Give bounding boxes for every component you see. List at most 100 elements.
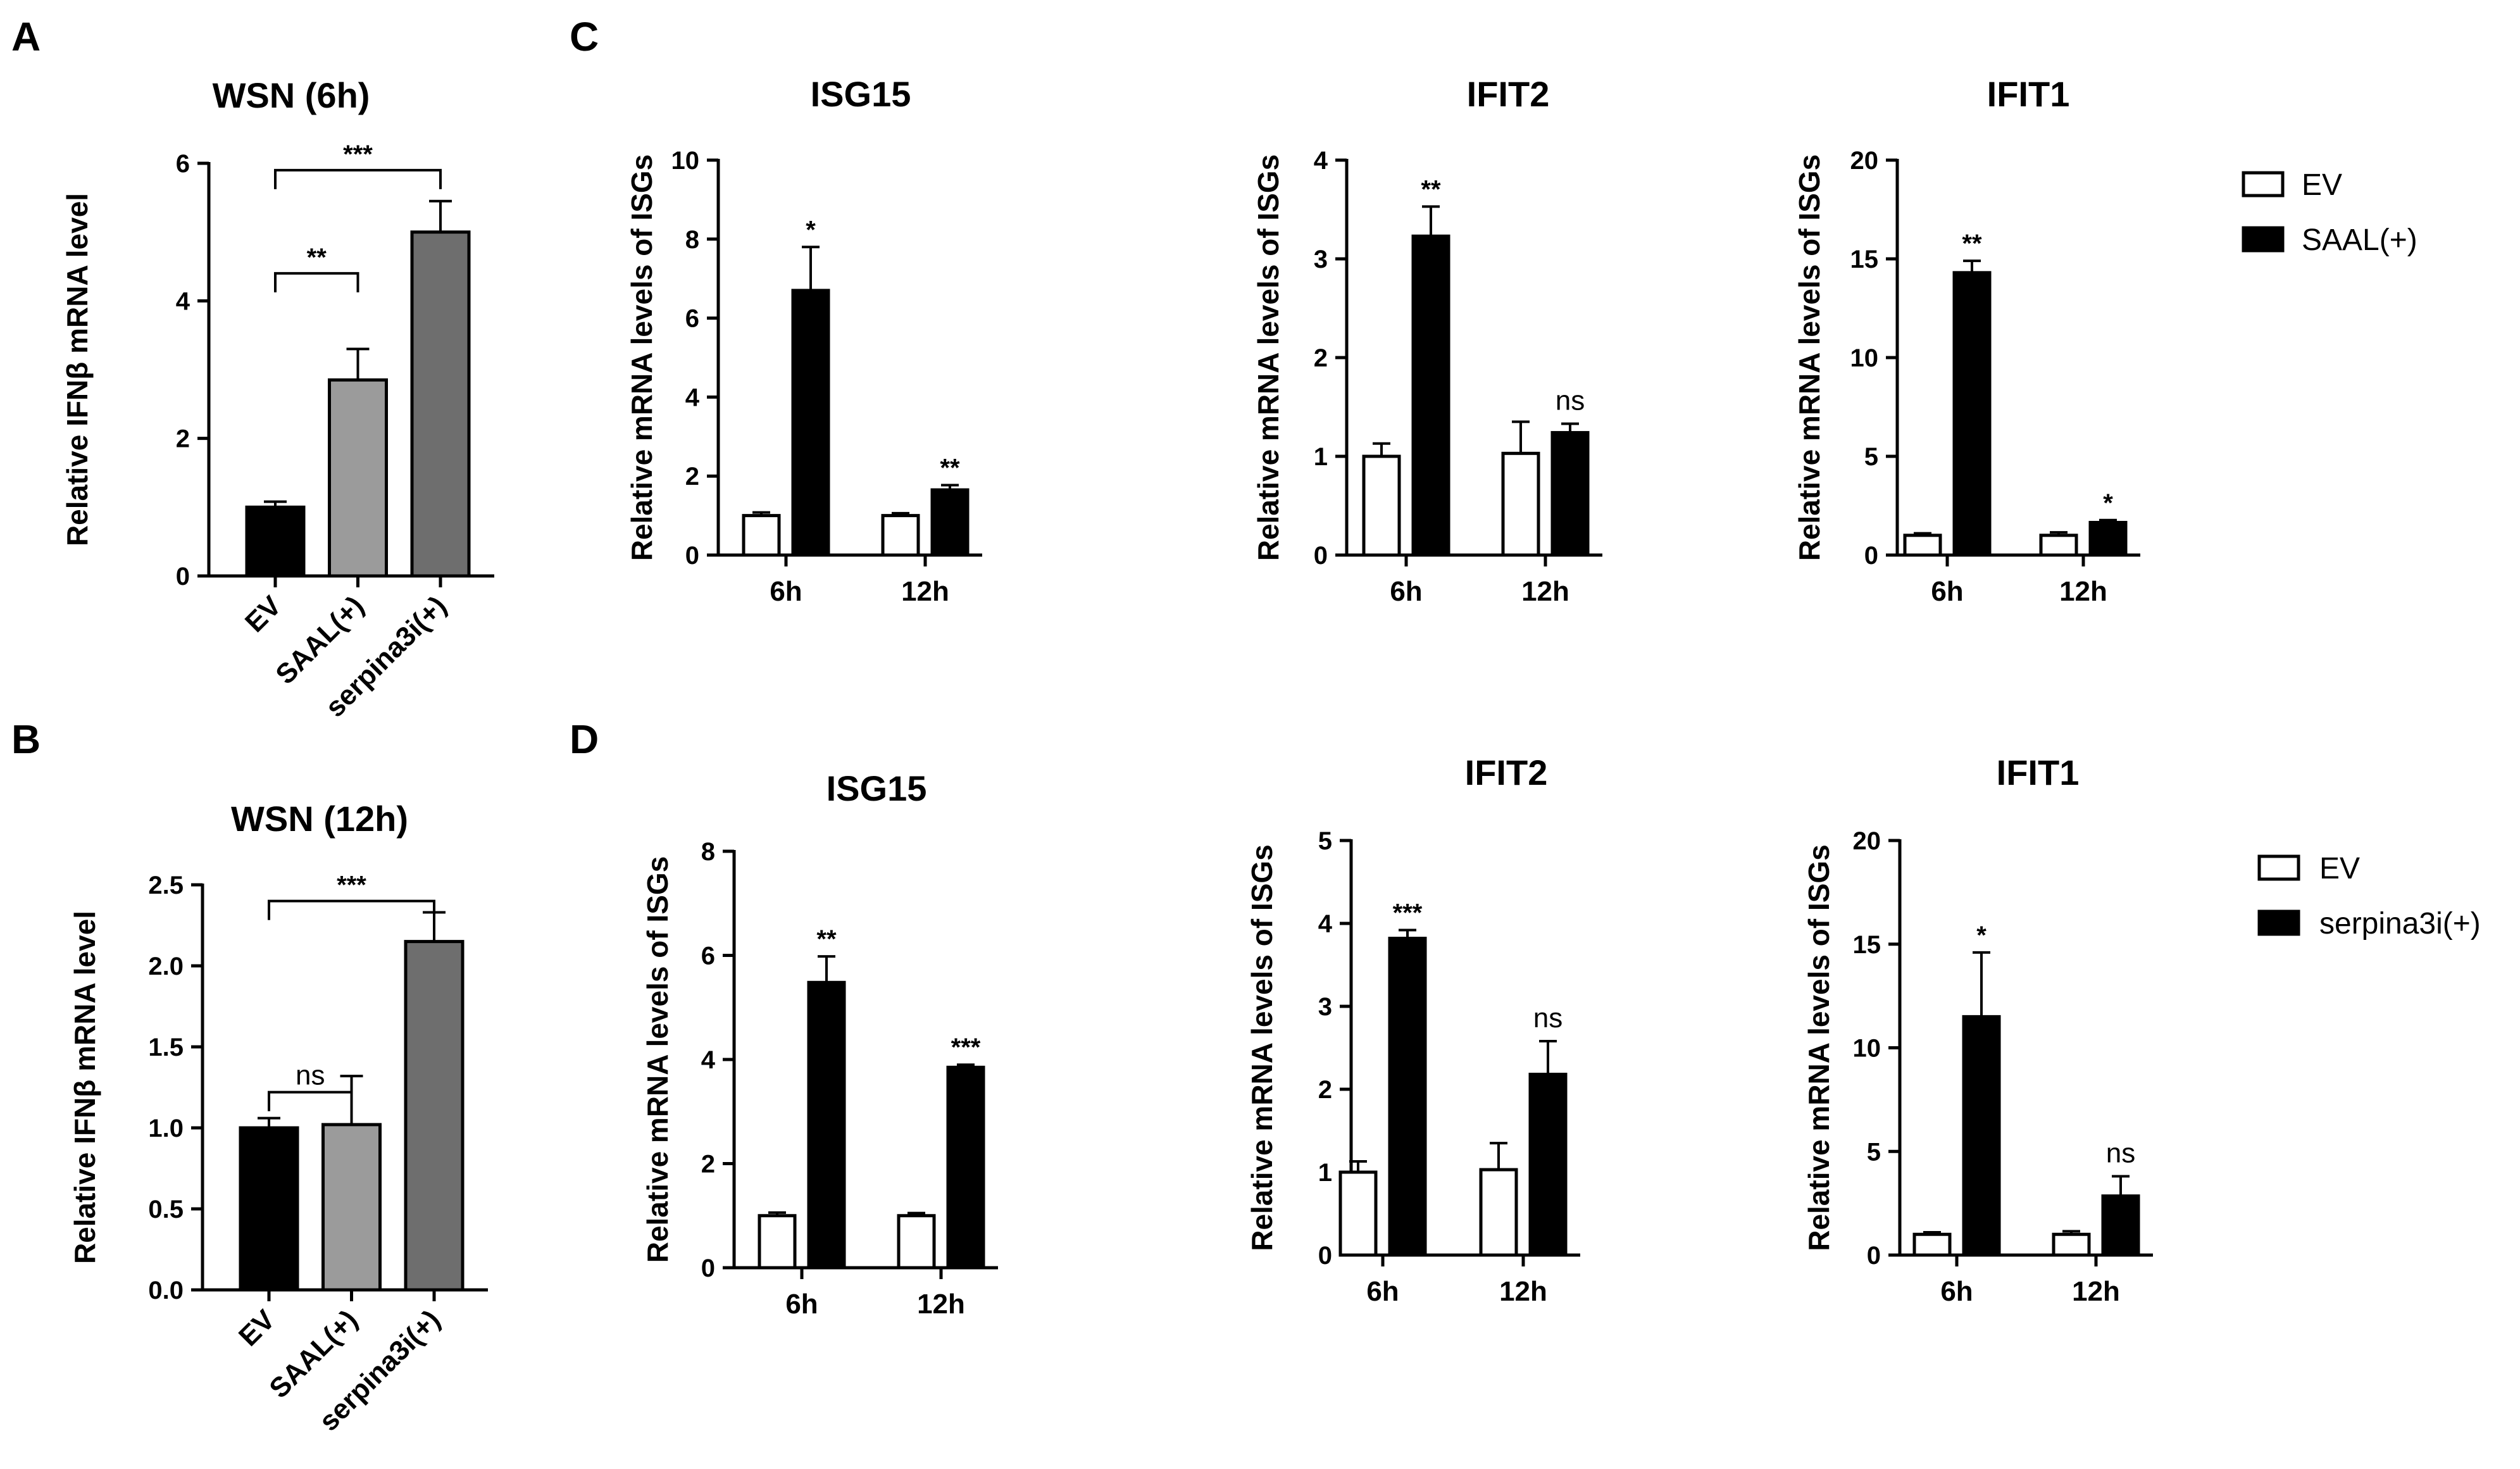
legend-d-swatch-serpina3i [2257, 910, 2300, 936]
y-tick-label-d1: 4 [701, 1046, 716, 1074]
y-tick-label-c3: 10 [1850, 344, 1879, 372]
y-axis-label-d2: Relative mRNA levels of ISGs [1245, 844, 1278, 1251]
x-tick-label-d3: 12h [2072, 1276, 2120, 1307]
legend-c: EV SAAL(+) [2242, 168, 2417, 257]
y-tick-label-d3: 10 [1853, 1035, 1881, 1063]
y-tick-label-c2: 1 [1314, 443, 1328, 471]
bar-c3-ev-12h [2039, 534, 2078, 557]
bar-d1-ev-12h [897, 1214, 936, 1270]
comparison-bracket-a [274, 168, 442, 189]
bracket-label-a: ** [307, 244, 327, 272]
y-tick-label-c2: 0 [1314, 542, 1328, 570]
significance-c3: * [2103, 489, 2113, 517]
bar-b-serpina3i [404, 940, 465, 1292]
y-tick-label-c1: 2 [685, 463, 699, 491]
chart-title-c1: ISG15 [811, 74, 911, 114]
chart-panel-b: WSN (12h) Relative IFNβ mRNA level 0.0 0.5 1… [68, 799, 488, 1437]
x-tick-label-c1: 12h [901, 576, 949, 607]
y-tick-label-d2: 2 [1318, 1076, 1332, 1104]
x-tick-label-d2: 6h [1366, 1276, 1399, 1307]
x-tick-label-d3: 6h [1940, 1276, 1973, 1307]
chart-d-ifit1: IFIT1 Relative mRNA levels of ISGs 0 5 10 15 2… [1802, 753, 2153, 1307]
y-tick-label-c3: 15 [1850, 246, 1879, 273]
comparison-bracket-a [274, 272, 359, 292]
bar-d2-treated-6h [1388, 937, 1427, 1257]
y-tick-label-c2: 2 [1314, 344, 1328, 372]
bar-c1-ev-6h [742, 514, 781, 557]
bar-d1-treated-6h [807, 980, 846, 1270]
panel-label-b: B [11, 716, 41, 762]
y-tick-label-d3: 5 [1867, 1138, 1881, 1166]
y-tick-label-c3: 20 [1850, 147, 1879, 175]
bar-c3-ev-6h [1903, 534, 1942, 557]
x-tick-label-d1: 6h [785, 1289, 818, 1320]
significance-d2: ns [1533, 1003, 1563, 1034]
bar-a-saal [328, 378, 388, 578]
chart-title-c3: IFIT1 [1987, 74, 2070, 114]
bar-a-ev [245, 505, 306, 578]
legend-c-swatch-saal [2242, 226, 2285, 253]
y-tick-label-a: 2 [176, 425, 190, 453]
bar-c3-treated-12h [2088, 521, 2128, 557]
y-tick-label-b: 0.5 [148, 1196, 184, 1223]
y-tick-label-d2: 0 [1318, 1242, 1332, 1270]
x-tick-label-a: EV [239, 590, 288, 639]
y-tick-label-c3: 0 [1864, 542, 1878, 570]
bar-c3-treated-6h [1952, 271, 1992, 557]
legend-d-label-ev: EV [2319, 852, 2360, 885]
bar-d2-ev-6h [1338, 1170, 1378, 1257]
legend-c-swatch-ev [2242, 171, 2285, 197]
bar-c1-ev-12h [881, 514, 920, 557]
significance-d1: *** [951, 1034, 981, 1061]
chart-title-b: WSN (12h) [231, 799, 408, 839]
bar-c1-treated-12h [930, 488, 970, 557]
y-tick-label-c1: 6 [685, 305, 699, 333]
bar-d2-ev-12h [1479, 1168, 1518, 1257]
y-tick-label-c2: 4 [1314, 147, 1328, 175]
bracket-label-b: ns [296, 1060, 325, 1091]
y-axis-label-a: Relative IFNβ mRNA level [61, 193, 94, 546]
bar-b-saal [321, 1123, 382, 1292]
y-axis-label-c2: Relative mRNA levels of ISGs [1252, 154, 1285, 561]
y-tick-label-c1: 4 [685, 384, 700, 411]
chart-c-ifit2: IFIT2 Relative mRNA levels of ISGs 0 1 2 3 4 **… [1252, 74, 1602, 607]
comparison-bracket-b [268, 899, 435, 920]
x-tick-label-b: EV [233, 1304, 282, 1353]
y-tick-label-c1: 0 [685, 542, 699, 570]
bracket-label-b: *** [337, 872, 366, 899]
y-tick-label-b: 2.0 [148, 953, 184, 980]
bar-c2-treated-12h [1550, 431, 1590, 557]
significance-d1: ** [816, 925, 837, 953]
bar-d3-ev-12h [2052, 1232, 2091, 1257]
x-tick-label-c1: 6h [770, 576, 802, 607]
panel-label-a: A [11, 14, 41, 59]
y-tick-label-d1: 0 [701, 1254, 715, 1282]
y-tick-label-d1: 2 [701, 1151, 715, 1178]
chart-title-a: WSN (6h) [213, 75, 370, 115]
legend-c-label-saal: SAAL(+) [2302, 223, 2417, 257]
panel-label-c: C [570, 14, 599, 59]
significance-d2: *** [1393, 899, 1423, 927]
y-tick-label-c1: 10 [671, 147, 700, 175]
bar-b-ev [239, 1126, 299, 1292]
chart-title-d1: ISG15 [826, 768, 927, 808]
y-axis-label-b: Relative IFNβ mRNA level [68, 911, 101, 1264]
y-tick-label-c1: 8 [685, 226, 699, 254]
y-tick-label-d1: 8 [701, 838, 715, 866]
y-tick-label-a: 0 [176, 563, 190, 591]
y-tick-label-d1: 6 [701, 942, 715, 970]
y-tick-label-d2: 5 [1318, 827, 1332, 855]
legend-c-label-ev: EV [2302, 168, 2342, 202]
x-tick-label-c2: 12h [1521, 576, 1569, 607]
chart-d-isg15: ISG15 Relative mRNA levels of ISGs 0 2 4 6 8 **… [641, 768, 998, 1320]
y-tick-label-d3: 15 [1853, 931, 1881, 959]
panel-label-d: D [570, 716, 599, 762]
bar-d3-treated-12h [2101, 1194, 2140, 1257]
significance-c3: ** [1962, 230, 1982, 258]
legend-d-swatch-ev [2257, 854, 2300, 881]
chart-title-c2: IFIT2 [1467, 74, 1550, 114]
x-tick-label-d2: 12h [1499, 1276, 1547, 1307]
x-tick-label-c2: 6h [1390, 576, 1422, 607]
significance-c2: ** [1421, 175, 1441, 203]
